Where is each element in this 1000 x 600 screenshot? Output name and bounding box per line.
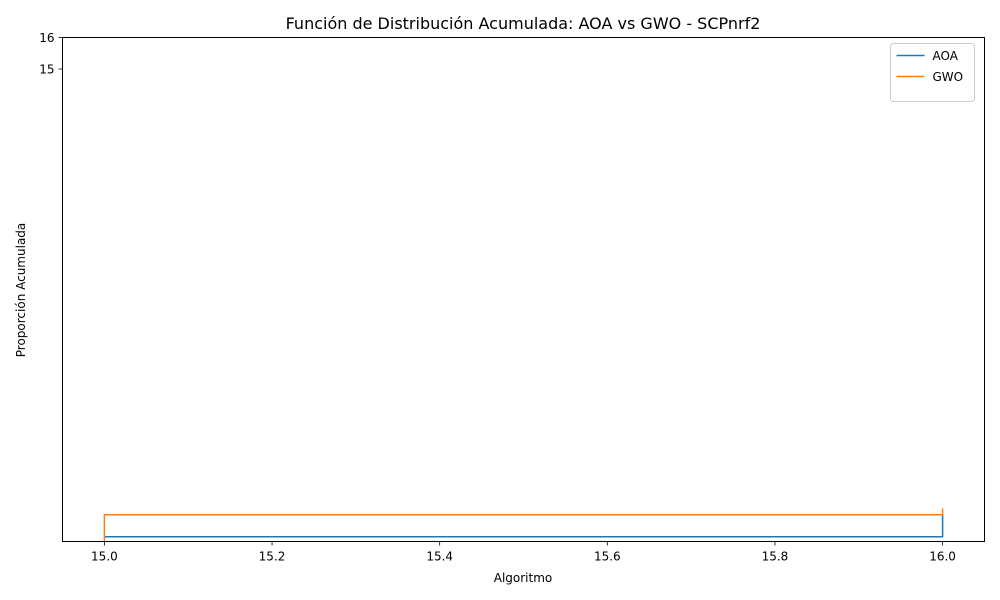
x-tick-label: 15.8: [762, 550, 789, 564]
y-tick-label: 15: [39, 63, 54, 77]
x-axis: 15.0 15.2 15.4 15.6 15.8 16.0: [91, 541, 956, 564]
legend-label-gwo: GWO: [933, 70, 964, 84]
legend-box: [890, 43, 975, 102]
x-tick-label: 15.0: [91, 550, 118, 564]
chart-title: Función de Distribución Acumulada: AOA v…: [286, 14, 761, 33]
y-axis-title: Proporción Acumulada: [14, 223, 28, 358]
plot-area: [103, 508, 944, 542]
x-tick-label: 15.2: [259, 550, 286, 564]
x-tick-label: 16.0: [929, 550, 956, 564]
x-tick-label: 15.4: [426, 550, 453, 564]
axes-frame: [62, 37, 985, 542]
series-line-gwo: [103, 508, 944, 542]
y-tick-label: 16: [39, 31, 54, 45]
x-tick-label: 15.6: [594, 550, 621, 564]
series-line-aoa: [104, 514, 944, 538]
legend-label-aoa: AOA: [933, 49, 959, 63]
x-axis-title: Algoritmo: [494, 571, 553, 585]
legend: AOA GWO: [890, 43, 975, 102]
